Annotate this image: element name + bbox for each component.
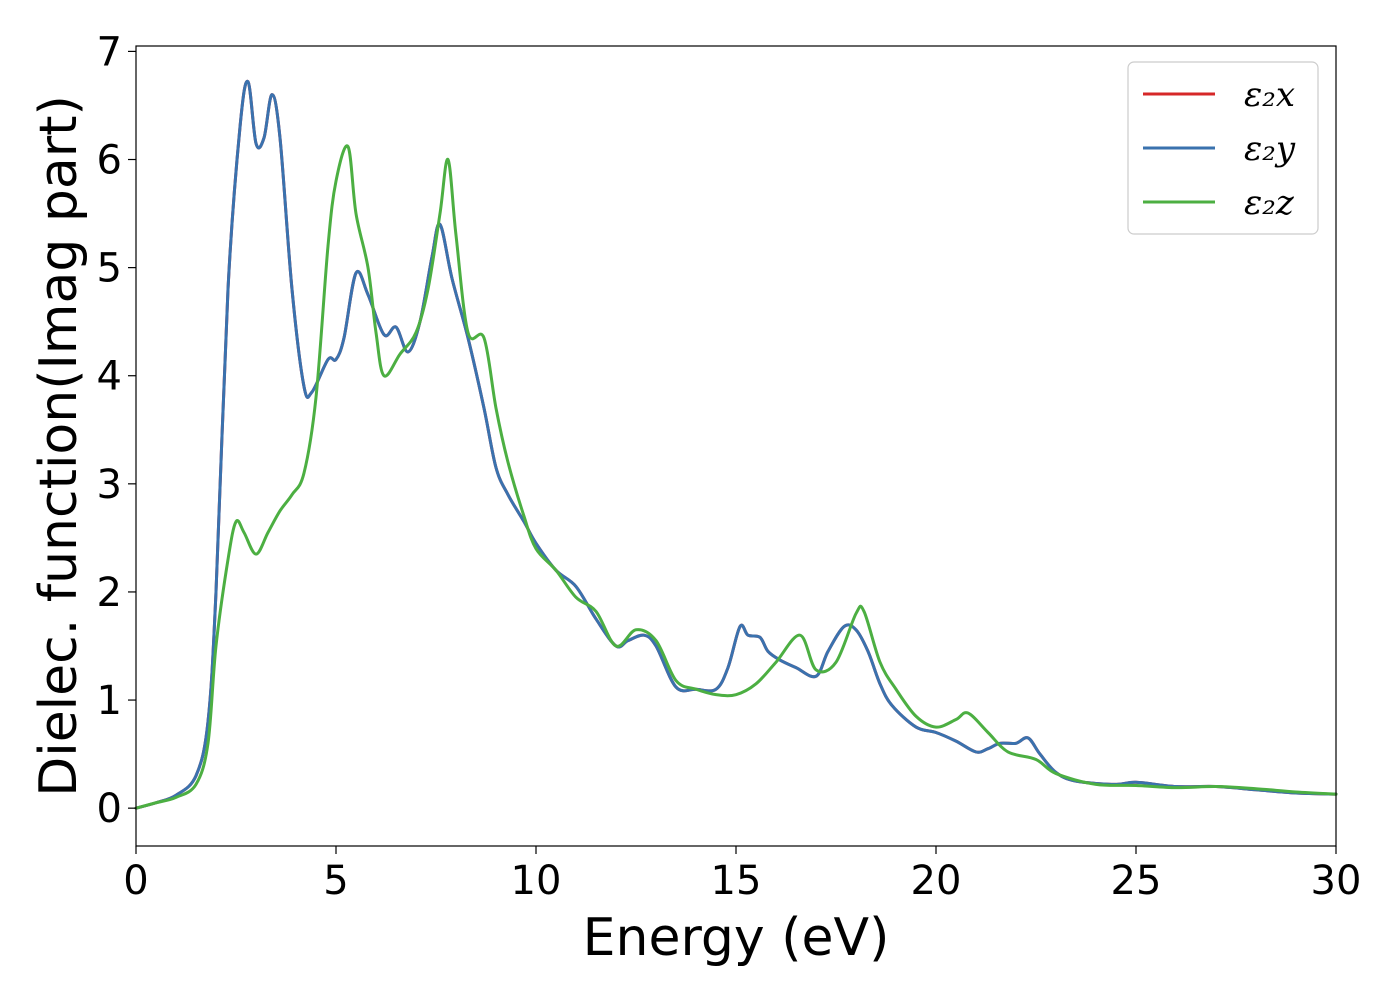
x-tick-label: 10 bbox=[511, 858, 562, 904]
y-tick-label: 6 bbox=[97, 138, 122, 184]
x-axis-ticks: 0 5 10 15 20 25 30 bbox=[123, 846, 1361, 904]
y-tick-label: 4 bbox=[97, 354, 122, 400]
x-tick-label: 5 bbox=[323, 858, 348, 904]
series-line-1 bbox=[134, 79, 1338, 810]
y-axis-label: Dielec. function(Imag part) bbox=[29, 95, 89, 797]
x-tick-label: 20 bbox=[911, 858, 962, 904]
legend: ε₂x ε₂y ε₂z bbox=[1127, 61, 1319, 235]
y-tick-label: 5 bbox=[97, 246, 122, 292]
x-tick-label: 25 bbox=[1111, 858, 1162, 904]
y-tick-label: 7 bbox=[97, 29, 122, 75]
series-line-2 bbox=[134, 144, 1338, 810]
series-layer bbox=[134, 79, 1338, 810]
legend-label-0: ε₂x bbox=[1244, 75, 1295, 115]
y-tick-label: 3 bbox=[97, 462, 122, 508]
x-tick-label: 0 bbox=[123, 858, 148, 904]
y-tick-label: 1 bbox=[97, 678, 122, 724]
legend-box bbox=[1127, 61, 1319, 235]
x-axis-label: Energy (eV) bbox=[583, 908, 890, 968]
x-tick-label: 15 bbox=[711, 858, 762, 904]
x-tick-label: 30 bbox=[1311, 858, 1362, 904]
y-tick-label: 0 bbox=[97, 786, 122, 832]
y-axis-ticks: 0 1 2 3 4 5 6 7 bbox=[97, 29, 136, 832]
legend-label-1: ε₂y bbox=[1244, 129, 1296, 169]
legend-label-2: ε₂z bbox=[1244, 183, 1295, 223]
y-tick-label: 2 bbox=[97, 570, 122, 616]
